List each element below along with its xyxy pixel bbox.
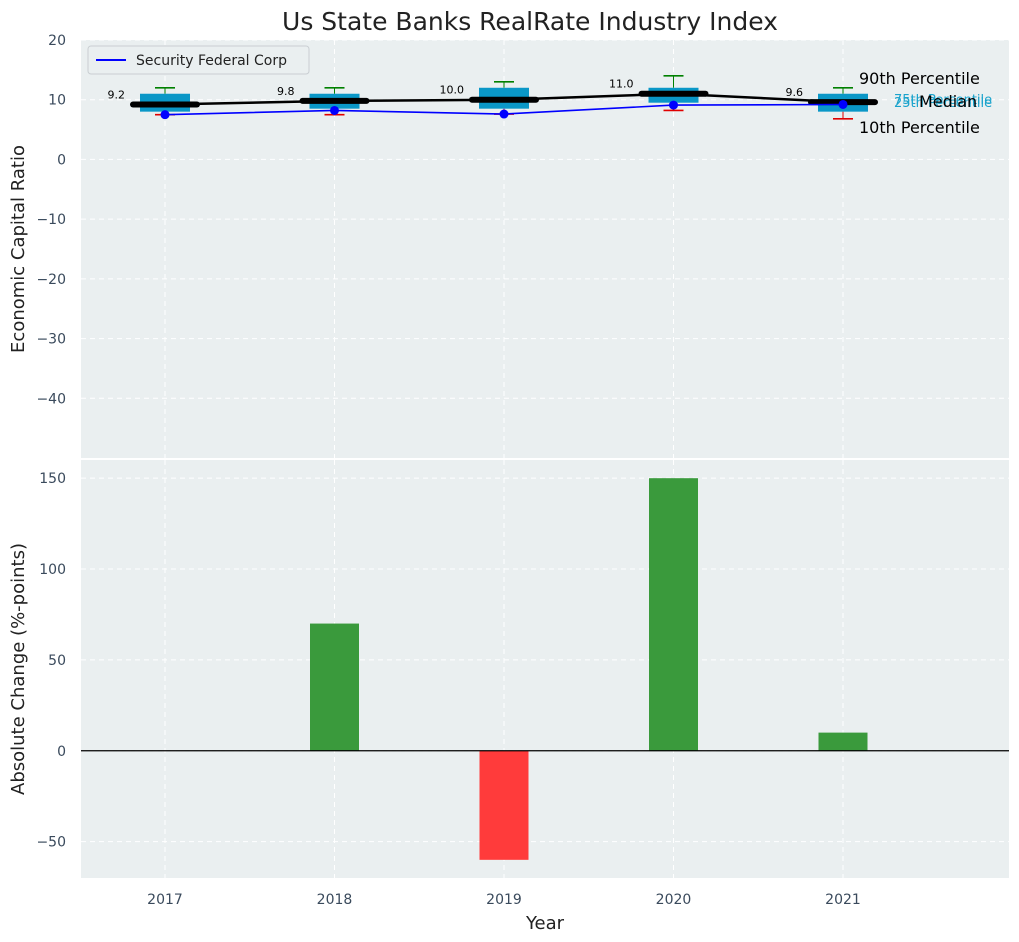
- company-point: [499, 109, 509, 119]
- company-point: [160, 110, 170, 120]
- x-tick-label: 2020: [656, 892, 692, 908]
- percentile-annotations: 75th Percentile 25th Percentile 90th Per…: [859, 69, 992, 137]
- bottom-plot-area: [81, 460, 1009, 878]
- bottom-y-tick-label: −50: [36, 835, 66, 851]
- x-tick-label: 2017: [147, 892, 183, 908]
- company-point: [838, 99, 848, 109]
- annotation-p10: 10th Percentile: [859, 118, 980, 137]
- median-value-label: 10.0: [440, 84, 465, 97]
- legend-box: [87, 45, 310, 75]
- top-y-tick-label: 10: [48, 93, 66, 109]
- top-y-axis-label: Economic Capital Ratio: [8, 145, 29, 353]
- bottom-y-axis-label: Absolute Change (%-points): [8, 543, 29, 795]
- top-y-tick-label: 0: [57, 152, 66, 168]
- median-value-label: 9.6: [786, 86, 804, 99]
- median-value-label: 9.8: [277, 85, 295, 98]
- top-y-tick-label: −30: [36, 332, 66, 348]
- median-line: [164, 92, 844, 106]
- top-y-tick-label: −40: [36, 391, 66, 407]
- bottom-y-tick-label: 150: [39, 471, 66, 487]
- bottom-y-tick-label: 100: [39, 562, 66, 578]
- top-panel: −40 −30 −20 −10 0 10 20 Economic Capital Ratio…: [8, 33, 1009, 458]
- change-bar: [310, 623, 359, 751]
- annotation-p90: 90th Percentile: [859, 69, 980, 88]
- top-y-tick-label: −10: [36, 212, 66, 228]
- company-point: [669, 100, 678, 110]
- median-value-label: 9.2: [108, 88, 126, 101]
- x-tick-label: 2018: [317, 892, 353, 908]
- bottom-y-tick-label: 50: [48, 653, 66, 669]
- x-axis-label: Year: [525, 913, 565, 934]
- company-point: [330, 105, 339, 115]
- chart-title: Us State Banks RealRate Industry Index: [282, 7, 778, 36]
- legend[interactable]: Security Federal Corp: [87, 45, 310, 75]
- x-tick-label: 2021: [825, 892, 861, 908]
- top-y-tick-label: 20: [48, 33, 66, 49]
- top-y-tick-label: −20: [36, 272, 66, 288]
- bottom-y-tick-label: 0: [57, 744, 66, 760]
- annotation-p25: 25th Percentile: [894, 96, 992, 111]
- legend-label: Security Federal Corp: [136, 53, 287, 69]
- change-bar: [479, 750, 529, 860]
- annotation-p75: 75th Percentile: [894, 93, 992, 108]
- change-bar: [649, 478, 698, 751]
- change-bar: [818, 732, 868, 751]
- x-tick-label: 2019: [486, 892, 522, 908]
- annotation-median: Median: [919, 92, 977, 111]
- median-value-label: 11.0: [609, 78, 634, 91]
